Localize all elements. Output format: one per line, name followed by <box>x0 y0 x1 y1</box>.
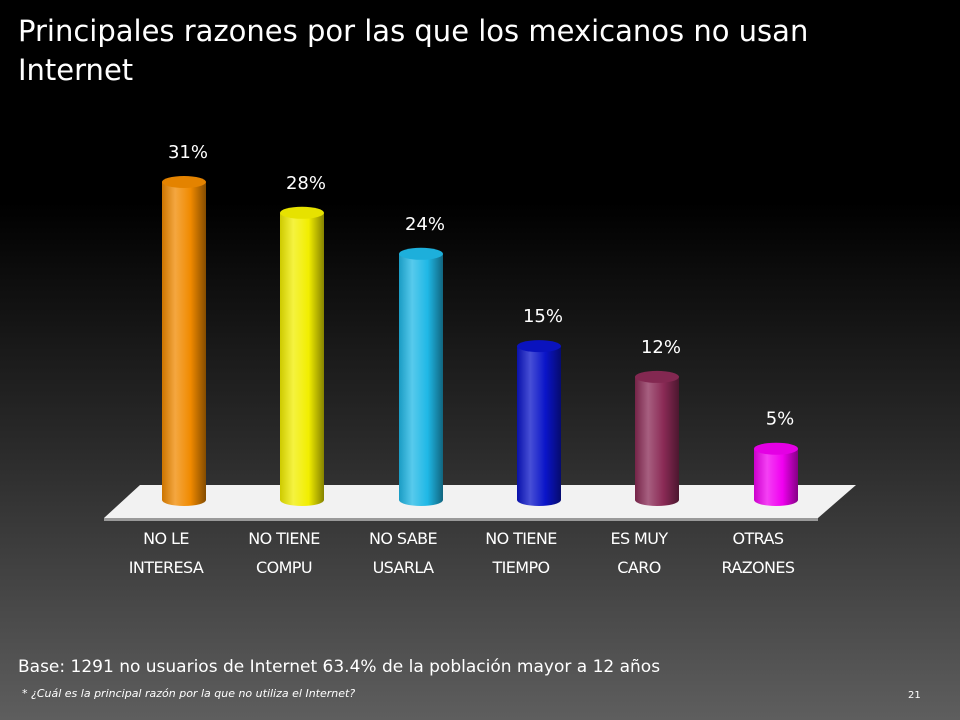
bar-body <box>399 253 443 506</box>
bar-top <box>399 247 443 260</box>
survey-question-footnote: * ¿Cuál es la principal razón por la que… <box>22 687 356 700</box>
data-label: 28% <box>286 173 326 194</box>
category-label: INTERESA <box>129 558 204 577</box>
bar <box>517 340 561 506</box>
bar-body <box>754 448 798 506</box>
base-note: Base: 1291 no usuarios de Internet 63.4%… <box>18 657 661 677</box>
bar-body <box>280 212 324 506</box>
category-label: CARO <box>617 558 660 577</box>
category-label: NO TIENE <box>485 529 557 548</box>
data-label: 12% <box>641 337 681 358</box>
category-label: NO SABE <box>369 529 437 548</box>
bar-chart: 31% 28% 24% 15% 12% 5% NO LE INTERESA NO TIENE C… <box>104 142 856 577</box>
data-label: 5% <box>766 409 795 430</box>
bar-body <box>517 346 561 506</box>
category-label: COMPU <box>256 558 312 577</box>
category-label: NO LE <box>143 529 189 548</box>
bar-top <box>517 340 561 353</box>
bar <box>280 206 324 506</box>
category-label: USARLA <box>373 558 435 577</box>
slide-title: Principales razones por las que los mexi… <box>18 14 809 87</box>
data-label: 24% <box>405 214 445 235</box>
bar-body <box>162 182 206 506</box>
bar-top <box>754 442 798 455</box>
category-label: OTRAS <box>733 529 784 548</box>
chart-floor-edge <box>104 518 818 521</box>
bar-top <box>162 176 206 188</box>
page-number: 21 <box>908 690 921 701</box>
data-label: 15% <box>523 306 563 327</box>
category-label: ES MUY <box>610 529 668 548</box>
bar <box>635 370 679 506</box>
bar <box>162 176 206 506</box>
data-label: 31% <box>168 142 208 163</box>
bar-top <box>635 370 679 383</box>
chart-floor <box>104 485 856 518</box>
category-label: TIEMPO <box>491 558 549 577</box>
bar-body <box>635 376 679 506</box>
bar <box>754 442 798 506</box>
bar-top <box>280 206 324 219</box>
category-label: NO TIENE <box>248 529 320 548</box>
category-label: RAZONES <box>721 558 794 577</box>
bar <box>399 247 443 506</box>
